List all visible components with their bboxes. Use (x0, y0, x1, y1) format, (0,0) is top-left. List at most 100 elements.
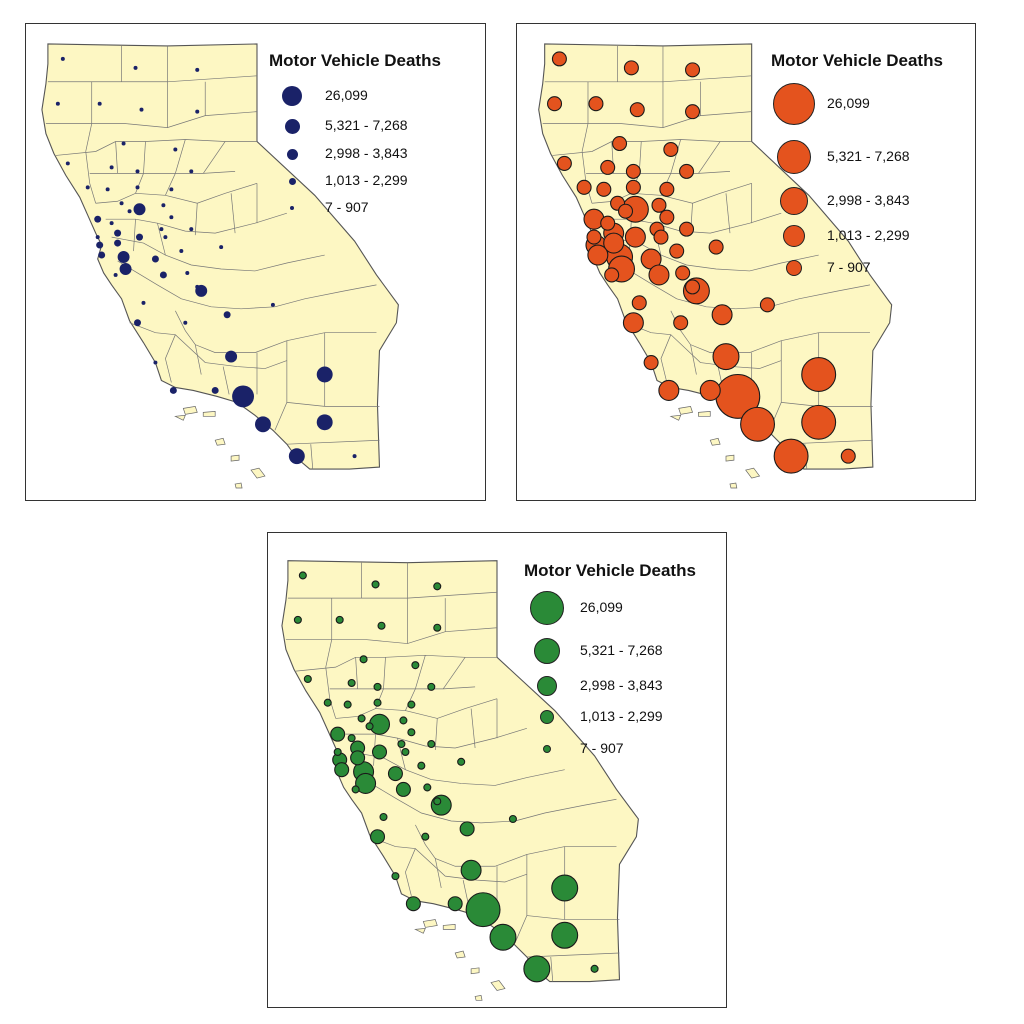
county-symbol-sutter (119, 201, 124, 206)
county-symbol-fresno (430, 794, 452, 816)
legend-label-class-2: 5,321 - 7,268 (325, 117, 408, 133)
island-shape (230, 454, 240, 462)
county-symbol-san-benito (631, 295, 647, 311)
county-symbol-contra-costa (350, 750, 366, 766)
county-symbol-del-norte (551, 51, 567, 67)
county-symbol-lake (323, 698, 332, 707)
legend-row-class-3: 2,998 - 3,843 (269, 142, 489, 166)
county-symbol-san-mateo (587, 244, 609, 266)
county-symbol-glenn (347, 678, 356, 688)
county-symbol-glenn (600, 159, 616, 175)
legend-row-class-4: 1,013 - 2,299 (771, 224, 991, 248)
county-symbol-lassen (195, 109, 200, 114)
county-symbol-del-norte (60, 56, 65, 61)
county-symbol-modoc (433, 582, 442, 591)
county-symbol-marin (333, 747, 342, 757)
island-shape (214, 437, 226, 446)
california-outline (281, 560, 639, 983)
legend-symbol-class-3 (524, 663, 570, 709)
county-symbol-lake (576, 179, 592, 195)
legend-label-class-4: 1,013 - 2,299 (325, 172, 408, 188)
county-symbol-napa (347, 734, 356, 743)
county-symbol-butte (373, 682, 382, 691)
county-symbol-trinity (97, 101, 102, 106)
legend-symbol-class-5 (524, 726, 570, 772)
county-symbol-humboldt (293, 615, 302, 624)
legend-symbol-class-4 (771, 213, 817, 259)
county-symbol-mono (457, 757, 466, 766)
county-symbol-butte (135, 169, 140, 174)
legend-label-class-1: 26,099 (580, 599, 623, 615)
legend-label-class-4: 1,013 - 2,299 (827, 227, 910, 243)
county-symbol-yuba (373, 698, 382, 707)
island-shape (474, 995, 483, 1001)
county-symbol-plumas (411, 661, 420, 670)
county-symbol-glenn (109, 165, 114, 170)
county-symbol-san-bernardino (316, 366, 333, 383)
county-symbol-butte (625, 163, 641, 179)
county-symbol-sonoma (330, 726, 346, 742)
county-symbol-yolo (127, 209, 132, 214)
county-symbol-mariposa (675, 265, 691, 281)
legend-symbol-class-2 (771, 134, 817, 180)
county-symbol-alpine (427, 739, 436, 749)
county-symbol-tuolumne (179, 249, 184, 254)
county-symbol-san-joaquin (371, 744, 388, 760)
county-symbol-colusa (105, 187, 110, 192)
county-symbol-amador (159, 227, 164, 232)
legend-symbol-class-1 (771, 81, 817, 127)
legend-symbol-class-1 (269, 76, 315, 116)
county-symbol-kern (712, 343, 740, 371)
county-symbol-los-angeles (465, 892, 501, 928)
legend-symbol-class-2 (524, 628, 570, 674)
island-shape (442, 924, 456, 930)
county-symbol-plumas (663, 141, 679, 158)
county-symbol-mendocino (556, 155, 572, 171)
island-shape (490, 980, 506, 991)
legend-row-class-4: 1,013 - 2,299 (524, 705, 744, 729)
county-symbol-ventura (447, 896, 463, 912)
county-symbol-madera (195, 284, 200, 289)
county-symbol-santa-cruz (113, 272, 118, 277)
county-symbol-contra-costa (114, 239, 122, 247)
county-symbol-imperial (590, 964, 599, 973)
county-symbol-san-joaquin (136, 233, 143, 241)
island-shape (669, 414, 682, 421)
county-symbol-lassen (685, 104, 701, 120)
county-symbol-ventura (211, 386, 219, 394)
county-symbol-san-joaquin (624, 226, 646, 248)
legend-symbol-class-2 (269, 106, 315, 146)
county-symbol-san-luis-obispo (153, 360, 158, 365)
county-symbol-santa-cruz (604, 267, 620, 283)
legend-label-class-5: 7 - 907 (580, 740, 624, 756)
legend-label-class-2: 5,321 - 7,268 (827, 148, 910, 164)
county-symbol-mono (219, 245, 224, 250)
county-symbol-shasta (377, 621, 386, 630)
island-shape (729, 482, 738, 489)
legend-green: Motor Vehicle Deaths 26,099 5,321 - 7,26… (524, 561, 724, 761)
county-symbol-santa-clara (355, 772, 377, 794)
county-symbol-madera (685, 279, 701, 295)
county-symbol-monterey (622, 312, 644, 334)
county-symbol-orange (740, 406, 776, 442)
county-symbol-inyo (508, 814, 517, 824)
county-symbol-solano (114, 229, 122, 237)
legend-label-class-3: 2,998 - 3,843 (325, 145, 408, 161)
county-symbol-marin (586, 229, 602, 245)
county-symbol-nevada (659, 181, 675, 197)
county-symbol-san-luis-obispo (391, 872, 400, 881)
island-shape (174, 414, 186, 421)
legend-row-class-4: 1,013 - 2,299 (269, 169, 489, 193)
county-symbol-contra-costa (603, 232, 625, 254)
county-symbol-shasta (139, 107, 144, 112)
county-symbol-tulare (459, 821, 475, 837)
island-shape (454, 950, 466, 959)
island-shape (725, 454, 735, 462)
county-symbol-modoc (195, 67, 200, 72)
county-symbol-los-angeles (232, 385, 255, 408)
county-symbol-santa-clara (119, 262, 132, 275)
county-symbol-plumas (173, 147, 178, 152)
county-symbol-imperial (840, 448, 856, 464)
county-symbol-tuolumne (669, 243, 685, 259)
legend-symbol-class-5 (269, 188, 315, 228)
